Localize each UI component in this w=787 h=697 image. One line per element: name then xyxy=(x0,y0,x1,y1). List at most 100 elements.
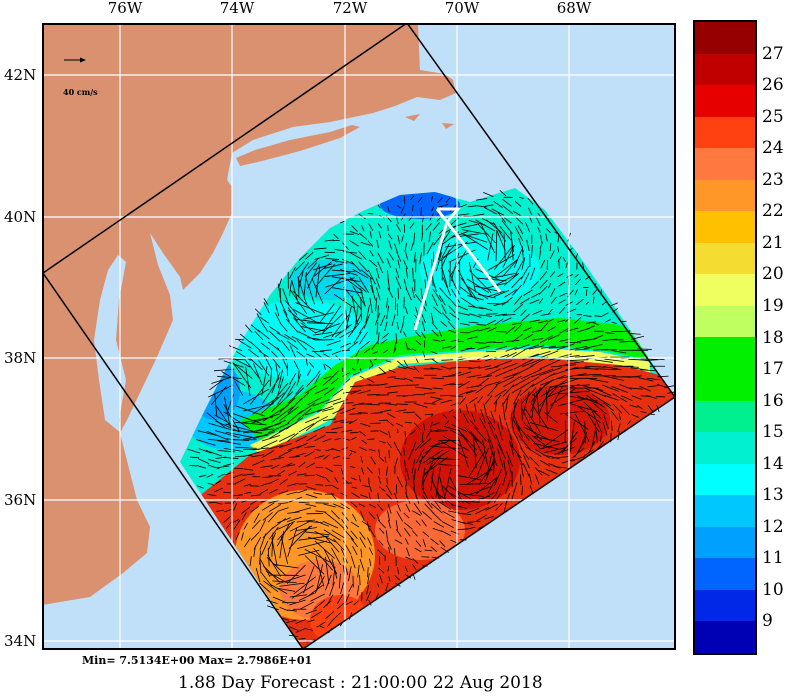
current-vector xyxy=(250,413,280,424)
current-vector xyxy=(492,222,506,242)
current-vector xyxy=(412,204,414,212)
current-vector xyxy=(503,372,519,379)
current-vector xyxy=(323,376,332,380)
current-vector xyxy=(514,295,523,305)
current-vector xyxy=(440,365,451,370)
current-vector xyxy=(325,258,340,260)
current-vector xyxy=(603,402,614,412)
current-vector xyxy=(539,271,548,281)
current-vector xyxy=(242,473,255,476)
current-vector xyxy=(235,405,266,417)
current-vector xyxy=(574,278,581,286)
current-vector xyxy=(253,512,260,523)
current-vector xyxy=(558,306,566,315)
current-vector xyxy=(547,318,554,323)
current-vector xyxy=(503,501,507,513)
current-vector xyxy=(314,540,335,559)
current-vector xyxy=(295,435,308,442)
current-vector xyxy=(357,564,360,578)
current-vector xyxy=(387,287,394,298)
current-vector xyxy=(518,435,532,452)
current-vector xyxy=(308,584,323,597)
current-vector xyxy=(628,358,648,361)
current-vector xyxy=(313,261,332,277)
current-vector xyxy=(432,288,442,302)
current-vector xyxy=(260,440,278,449)
current-vector xyxy=(503,272,520,286)
current-vector xyxy=(526,239,530,251)
current-vector xyxy=(360,548,363,558)
current-vector xyxy=(280,339,291,352)
current-vector xyxy=(394,539,403,545)
current-vector xyxy=(522,462,530,477)
current-vector xyxy=(583,338,598,342)
current-vector xyxy=(422,449,443,464)
plot-frame xyxy=(42,23,676,650)
current-vector xyxy=(223,448,244,452)
current-vector xyxy=(380,314,386,326)
current-vector xyxy=(588,440,596,454)
current-vector xyxy=(477,223,496,244)
current-vector xyxy=(432,221,440,231)
current-vector xyxy=(369,297,373,314)
current-vector xyxy=(397,366,407,370)
current-vector xyxy=(503,393,511,405)
current-vector xyxy=(350,521,360,528)
current-vector xyxy=(410,240,415,251)
current-vector xyxy=(419,252,422,264)
current-vector xyxy=(349,452,352,457)
colorbar-band xyxy=(695,526,755,559)
current-vector xyxy=(345,306,352,332)
current-vector xyxy=(304,451,315,457)
current-vector xyxy=(584,365,606,368)
current-vector xyxy=(450,345,457,350)
current-vector xyxy=(307,263,320,289)
current-vector xyxy=(432,306,442,315)
current-vector xyxy=(403,447,406,456)
current-vector xyxy=(358,250,367,261)
current-vector xyxy=(249,379,270,405)
current-vector xyxy=(531,351,551,358)
lat-label: 36N xyxy=(4,491,37,509)
current-vector xyxy=(451,222,467,228)
current-vector xyxy=(298,423,315,433)
current-vector xyxy=(513,413,521,432)
current-vector xyxy=(215,405,234,431)
colorbar-band xyxy=(695,179,755,212)
current-vector xyxy=(340,548,348,564)
current-vector xyxy=(430,367,443,370)
scale-vector-arrow-icon xyxy=(64,57,86,63)
current-vector xyxy=(315,484,324,486)
current-vector xyxy=(287,609,297,612)
current-vector xyxy=(495,433,503,451)
current-vector xyxy=(377,519,386,529)
current-vector xyxy=(395,520,398,531)
current-vector xyxy=(387,413,396,419)
current-vector xyxy=(279,406,299,422)
current-vector xyxy=(585,325,596,331)
current-vector xyxy=(592,334,604,340)
current-vector xyxy=(442,510,455,519)
current-vector xyxy=(187,448,201,454)
current-vector xyxy=(261,366,268,396)
current-vector xyxy=(432,339,441,342)
current-vector xyxy=(493,469,502,487)
current-vector xyxy=(358,276,369,293)
current-vector xyxy=(444,468,452,496)
current-vector xyxy=(313,492,323,495)
current-vector xyxy=(279,530,285,559)
current-vector xyxy=(505,326,516,335)
current-vector xyxy=(482,439,488,466)
current-vector xyxy=(538,298,544,305)
current-vector xyxy=(494,389,507,398)
current-vector xyxy=(424,267,429,281)
current-vector xyxy=(405,251,409,261)
current-vector xyxy=(637,405,643,410)
current-vector xyxy=(466,278,490,294)
current-vector xyxy=(592,296,595,304)
current-vector xyxy=(371,341,379,350)
current-vector xyxy=(267,511,278,523)
current-vector xyxy=(277,507,289,512)
current-vector xyxy=(556,343,575,351)
current-vector xyxy=(404,459,407,473)
